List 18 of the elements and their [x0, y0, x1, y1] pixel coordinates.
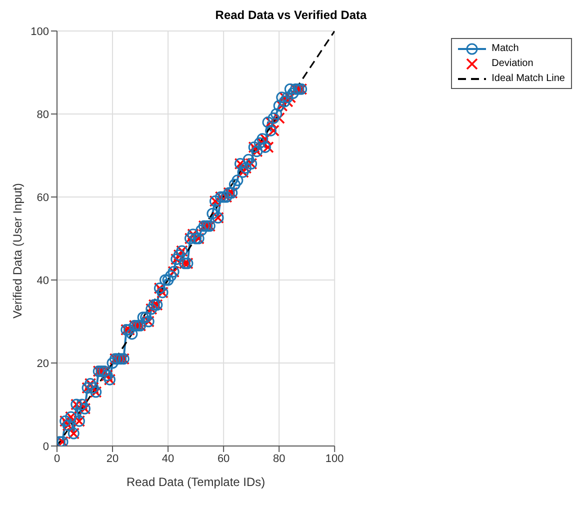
y-tick-label: 0 — [42, 440, 49, 453]
y-axis-title: Verified Data (User Input) — [10, 183, 24, 318]
x-tick-label: 40 — [162, 452, 174, 465]
x-tick-label: 60 — [217, 452, 230, 465]
y-tick-label: 80 — [36, 108, 49, 121]
x-axis-title: Read Data (Template IDs) — [126, 475, 266, 489]
y-tick-label: 100 — [30, 26, 49, 38]
x-tick-label: 80 — [272, 452, 286, 465]
legend-label: Match — [492, 42, 519, 56]
legend-label: Ideal Match Line — [492, 72, 565, 86]
y-tick-label: 60 — [36, 192, 49, 204]
legend-label: Deviation — [492, 57, 534, 71]
x-tick-label: 100 — [325, 452, 344, 465]
chart-title: Read Data vs Verified Data — [214, 8, 368, 22]
y-tick-label: 20 — [36, 358, 49, 370]
x-tick-label: 20 — [106, 452, 119, 465]
y-tick-label: 40 — [36, 274, 49, 287]
x-tick-label: 0 — [54, 452, 60, 465]
